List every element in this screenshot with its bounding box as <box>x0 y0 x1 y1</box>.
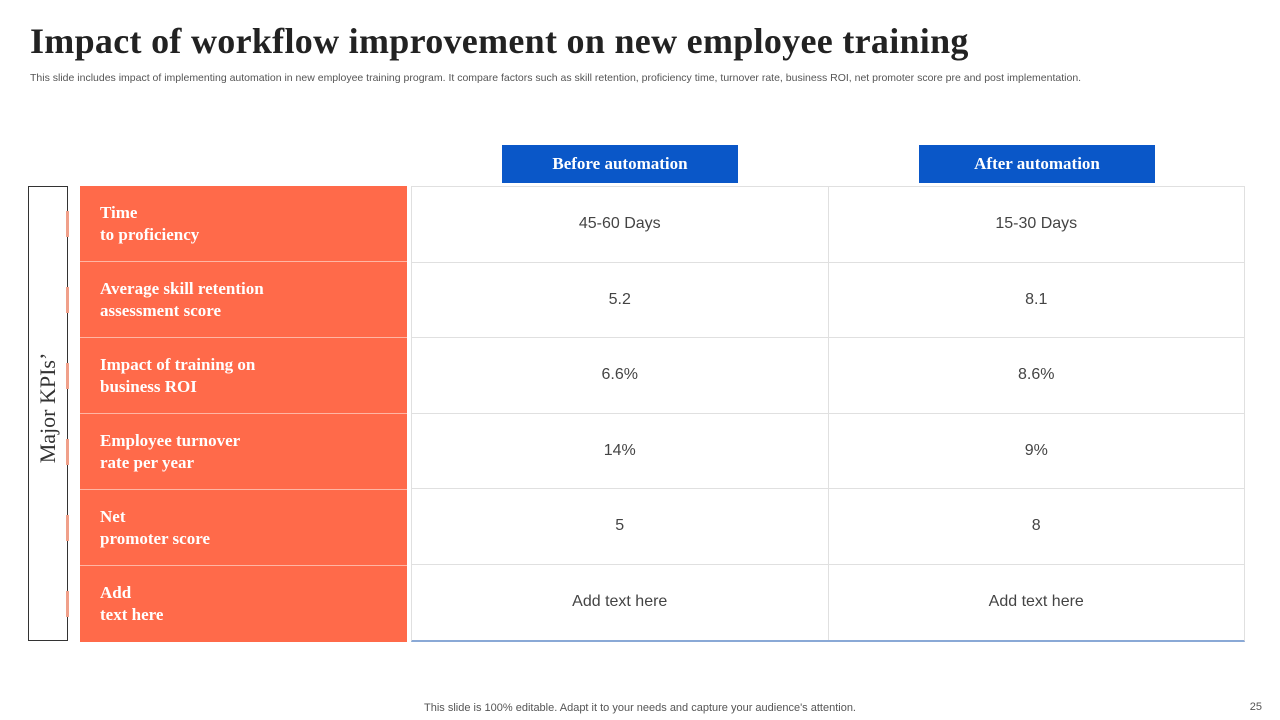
kpi-label-line: Average skill retention <box>100 279 264 298</box>
kpi-label-line: to proficiency <box>100 225 200 244</box>
slide-footer: This slide is 100% editable. Adapt it to… <box>424 702 856 714</box>
row-tick-marker <box>66 515 69 541</box>
row-tick-marker <box>66 591 69 617</box>
kpi-cell-business-roi: Impact of training on business ROI <box>80 338 407 414</box>
kpi-label-line: Employee turnover <box>100 431 241 450</box>
table-row: 45-60 Days 15-30 Days <box>412 187 1244 263</box>
row-tick-marker <box>66 287 69 313</box>
row-tick-marker <box>66 363 69 389</box>
after-value-cell: 15-30 Days <box>995 215 1078 233</box>
kpi-label-line: rate per year <box>100 453 195 472</box>
row-tick-marker <box>66 211 69 237</box>
kpi-cell-skill-retention: Average skill retention assessment score <box>80 262 407 338</box>
slide-title: Impact of workflow improvement on new em… <box>30 21 969 61</box>
kpi-label-line: Net <box>100 507 126 526</box>
table-row: 5.2 8.1 <box>412 262 1244 338</box>
kpi-cell-net-promoter-score: Net promoter score <box>80 490 407 566</box>
row-tick-marker <box>66 439 69 465</box>
after-value-cell: 8.6% <box>1018 366 1055 384</box>
before-value-cell: Add text here <box>412 564 829 640</box>
before-value-cell: 14% <box>412 413 829 488</box>
before-value-cell: 5 <box>412 489 829 564</box>
after-value-cell: 8 <box>1031 517 1041 535</box>
table-row: Add text here Add text here <box>412 564 1244 640</box>
kpi-label-line: Add <box>100 583 132 602</box>
comparison-table: 45-60 Days 15-30 Days 5.2 8.1 6.6% 8.6% … <box>411 186 1245 642</box>
after-value-cell: Add text here <box>988 593 1084 611</box>
after-value-cell: 9% <box>1024 441 1048 459</box>
kpi-column: Time to proficiency Average skill retent… <box>80 186 407 642</box>
kpi-label-line: text here <box>100 605 164 624</box>
header-after-automation: After automation <box>919 145 1155 183</box>
kpi-label-line: Impact of training on <box>100 355 256 374</box>
kpi-cell-add-text: Add text here <box>80 566 407 642</box>
page-number: 25 <box>1249 701 1262 713</box>
before-value-cell: 6.6% <box>412 338 829 413</box>
kpi-cell-turnover-rate: Employee turnover rate per year <box>80 414 407 490</box>
major-kpis-frame <box>28 186 68 641</box>
table-row: 6.6% 8.6% <box>412 338 1244 414</box>
kpi-label-line: Time <box>100 203 138 222</box>
after-value-cell: 8.1 <box>1025 290 1048 308</box>
kpi-label-line: business ROI <box>100 377 197 396</box>
kpi-label-line: assessment score <box>100 301 222 320</box>
kpi-cell-time-to-proficiency: Time to proficiency <box>80 186 407 262</box>
before-value-cell: 5.2 <box>412 262 829 337</box>
kpi-label-line: promoter score <box>100 529 210 548</box>
table-row: 14% 9% <box>412 413 1244 489</box>
slide-subtitle: This slide includes impact of implementi… <box>30 72 1082 84</box>
header-before-automation: Before automation <box>502 145 738 183</box>
before-value-cell: 45-60 Days <box>412 187 829 262</box>
table-row: 5 8 <box>412 489 1244 565</box>
major-kpis-label: Major KPIs’ <box>35 352 60 464</box>
